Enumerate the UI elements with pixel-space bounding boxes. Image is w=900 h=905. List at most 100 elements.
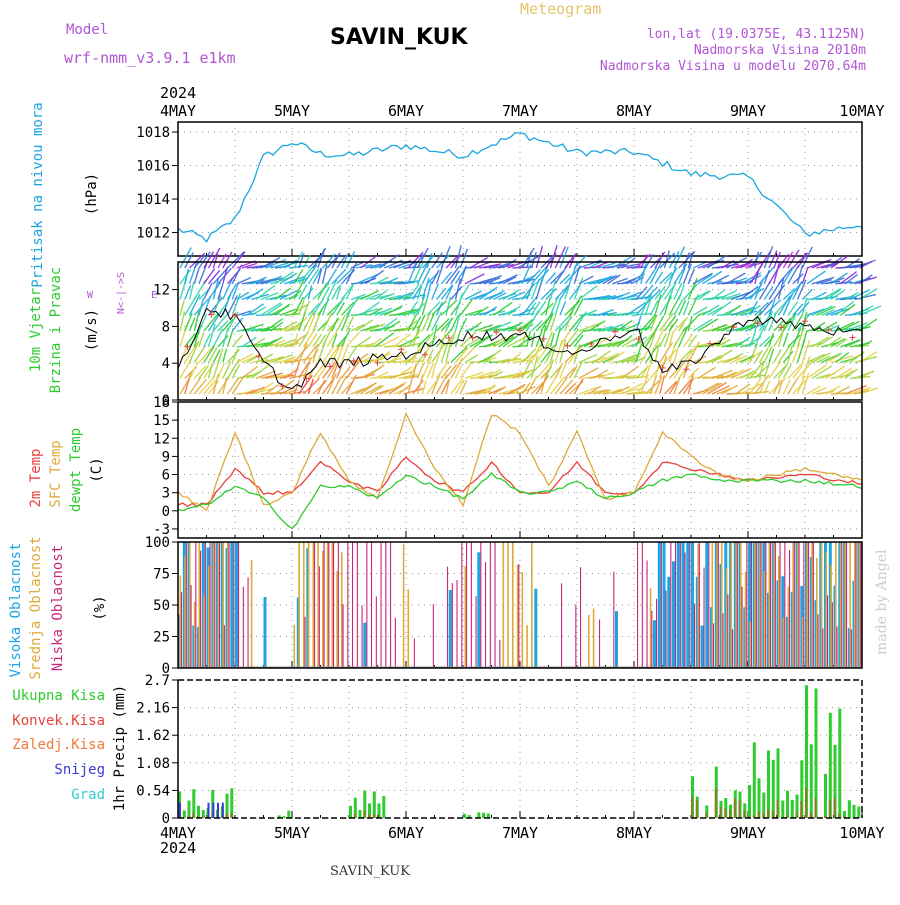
wind-barb bbox=[735, 308, 753, 316]
wind-barb bbox=[649, 347, 655, 363]
wind-barb bbox=[792, 328, 802, 348]
wind-barb bbox=[388, 280, 404, 285]
date-label-bottom: 10MAY bbox=[839, 824, 884, 842]
precip-snow-bar bbox=[212, 802, 215, 818]
wind-barb bbox=[549, 280, 557, 300]
wind-barb bbox=[445, 296, 452, 316]
precip-tick-label: 1.62 bbox=[136, 728, 170, 744]
wind-barb bbox=[365, 323, 386, 332]
wind-barb bbox=[474, 306, 489, 316]
wind-barb bbox=[545, 331, 554, 348]
wind-barb bbox=[502, 258, 517, 269]
wind-barb bbox=[526, 251, 532, 269]
cloud-low-bar bbox=[689, 542, 691, 668]
cloud-low-bar bbox=[722, 613, 724, 668]
wind-barb bbox=[535, 268, 550, 285]
wind-barb bbox=[203, 333, 211, 348]
wind-barb bbox=[331, 285, 340, 300]
cloud-mid-bar bbox=[592, 608, 595, 668]
wind-barb bbox=[416, 314, 426, 332]
wind-barb bbox=[302, 358, 312, 379]
wind-barb bbox=[321, 377, 335, 395]
cloud-mid-bar bbox=[512, 542, 514, 668]
wind-barb bbox=[530, 355, 539, 379]
cloud-low-bar bbox=[347, 542, 349, 668]
wind-barb bbox=[326, 300, 342, 316]
wind-barb bbox=[711, 385, 731, 395]
wind-barb bbox=[811, 258, 832, 269]
wind-barb bbox=[350, 387, 366, 395]
wind-barb bbox=[711, 323, 727, 332]
cloud-label-low: Niska Oblacnost bbox=[50, 545, 66, 671]
wind-barb bbox=[412, 379, 424, 395]
wind-barb bbox=[193, 365, 207, 379]
wind-barb bbox=[407, 329, 422, 348]
cloud-low-bar bbox=[679, 542, 681, 668]
wind-barb bbox=[711, 289, 726, 301]
wind-barb bbox=[203, 345, 215, 363]
wind-barb bbox=[754, 278, 764, 300]
precip-conv-bar bbox=[809, 811, 812, 818]
precip-total-bar bbox=[762, 792, 766, 818]
wind-barb bbox=[317, 248, 326, 269]
wind-barb bbox=[374, 276, 389, 285]
cloud-mid-bar bbox=[797, 542, 799, 668]
wind-barb bbox=[203, 282, 213, 300]
cloud-high-bar bbox=[477, 552, 481, 668]
precip-conv-bar bbox=[192, 812, 195, 818]
wind-barb bbox=[421, 277, 430, 300]
wind-barb bbox=[659, 375, 665, 395]
wind-barb bbox=[364, 384, 382, 395]
wind-barb bbox=[207, 380, 220, 395]
wind-barb bbox=[431, 362, 437, 379]
cloud-low-bar bbox=[575, 604, 577, 668]
wind-barb bbox=[635, 343, 643, 363]
wind-barb bbox=[355, 264, 373, 269]
wind-barb bbox=[659, 342, 674, 363]
wind-barb bbox=[340, 381, 354, 395]
wind-barb bbox=[193, 267, 200, 285]
cloud-low-bar bbox=[342, 604, 344, 668]
cloud-mid-bar bbox=[521, 572, 524, 668]
wind-barb bbox=[217, 283, 224, 300]
wind-barb bbox=[502, 371, 523, 379]
wind-barb bbox=[502, 307, 517, 316]
wind-barb bbox=[835, 367, 852, 379]
wind-barb bbox=[321, 361, 336, 379]
wind-barb bbox=[393, 291, 413, 301]
wind-barb bbox=[801, 330, 808, 347]
temperature-panel: -3 0 3 6 9 12 15 18 bbox=[153, 395, 863, 539]
wind-barb bbox=[464, 309, 483, 316]
wind-barb bbox=[421, 299, 428, 316]
wind-barb bbox=[602, 340, 619, 348]
cloud-mid-bar bbox=[830, 564, 832, 668]
wind-barb bbox=[702, 270, 723, 285]
cloud-mid-bar bbox=[740, 542, 742, 668]
cloud-high-bar bbox=[448, 590, 452, 668]
wind-barb bbox=[830, 355, 854, 364]
wind-barb bbox=[621, 291, 642, 301]
wind-barb bbox=[184, 285, 192, 300]
wind-barb bbox=[307, 302, 320, 316]
wind-barb bbox=[426, 301, 441, 316]
cloud-tick-label: 0 bbox=[162, 661, 170, 677]
wind-barb bbox=[274, 358, 298, 364]
pressure-label: Pritisak na nivou mora bbox=[30, 102, 46, 287]
cloud-low-bar bbox=[831, 602, 833, 668]
precip-total-bar bbox=[800, 760, 804, 818]
wind-barb bbox=[730, 367, 752, 379]
cloud-mid-bar bbox=[402, 544, 405, 668]
precip-total-bar bbox=[748, 785, 751, 818]
wind-barb bbox=[507, 261, 525, 269]
wind-barb bbox=[616, 263, 641, 269]
wind-barb bbox=[421, 311, 432, 332]
cloud-low-bar bbox=[660, 542, 662, 668]
wind-barb bbox=[298, 253, 305, 269]
wind-barb bbox=[445, 334, 454, 348]
wind-barb bbox=[398, 373, 419, 379]
wind-barb bbox=[716, 263, 739, 269]
cloud-mid-bar bbox=[189, 542, 191, 668]
wind-barb bbox=[226, 327, 235, 348]
cloud-low-bar bbox=[760, 542, 762, 668]
cloud-mid-bar bbox=[184, 555, 186, 668]
